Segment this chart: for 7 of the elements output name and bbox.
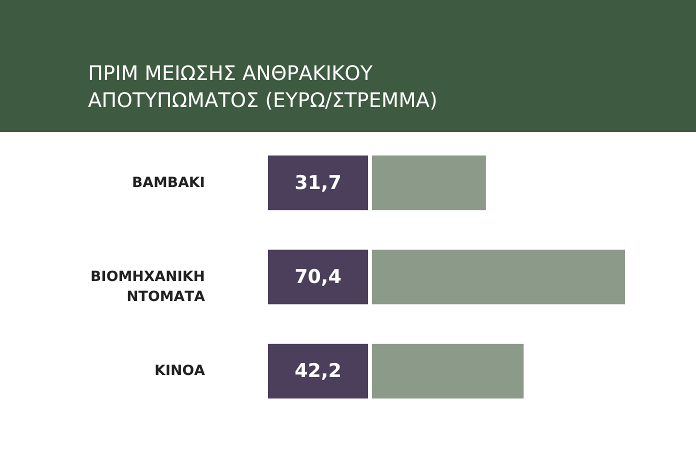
data-label: 42,2 [294,360,342,382]
chart-title: ΠΡΙΜ ΜΕΙΩΣΗΣ ΑΝΘΡΑΚΙΚΟΥ ΑΠΟΤΥΠΩΜΑΤΟΣ (ΕΥΡΩ/ΣΤΡΕΜΜΑ) [88,61,438,112]
y-tick-label: ΒΙΟΜΗΧΑΝΙΚΗ ΝΤΟΜΑΤΑ [90,269,206,305]
data-label: 70,4 [294,266,342,288]
y-tick-label: ΒΑΜΒΑΚΙ [132,174,205,191]
y-tick-label: ΚΙΝΟΑ [154,363,206,380]
data-label: 31,7 [294,172,342,194]
